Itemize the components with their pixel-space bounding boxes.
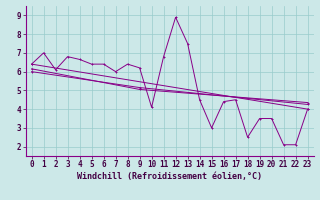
- X-axis label: Windchill (Refroidissement éolien,°C): Windchill (Refroidissement éolien,°C): [77, 172, 262, 181]
